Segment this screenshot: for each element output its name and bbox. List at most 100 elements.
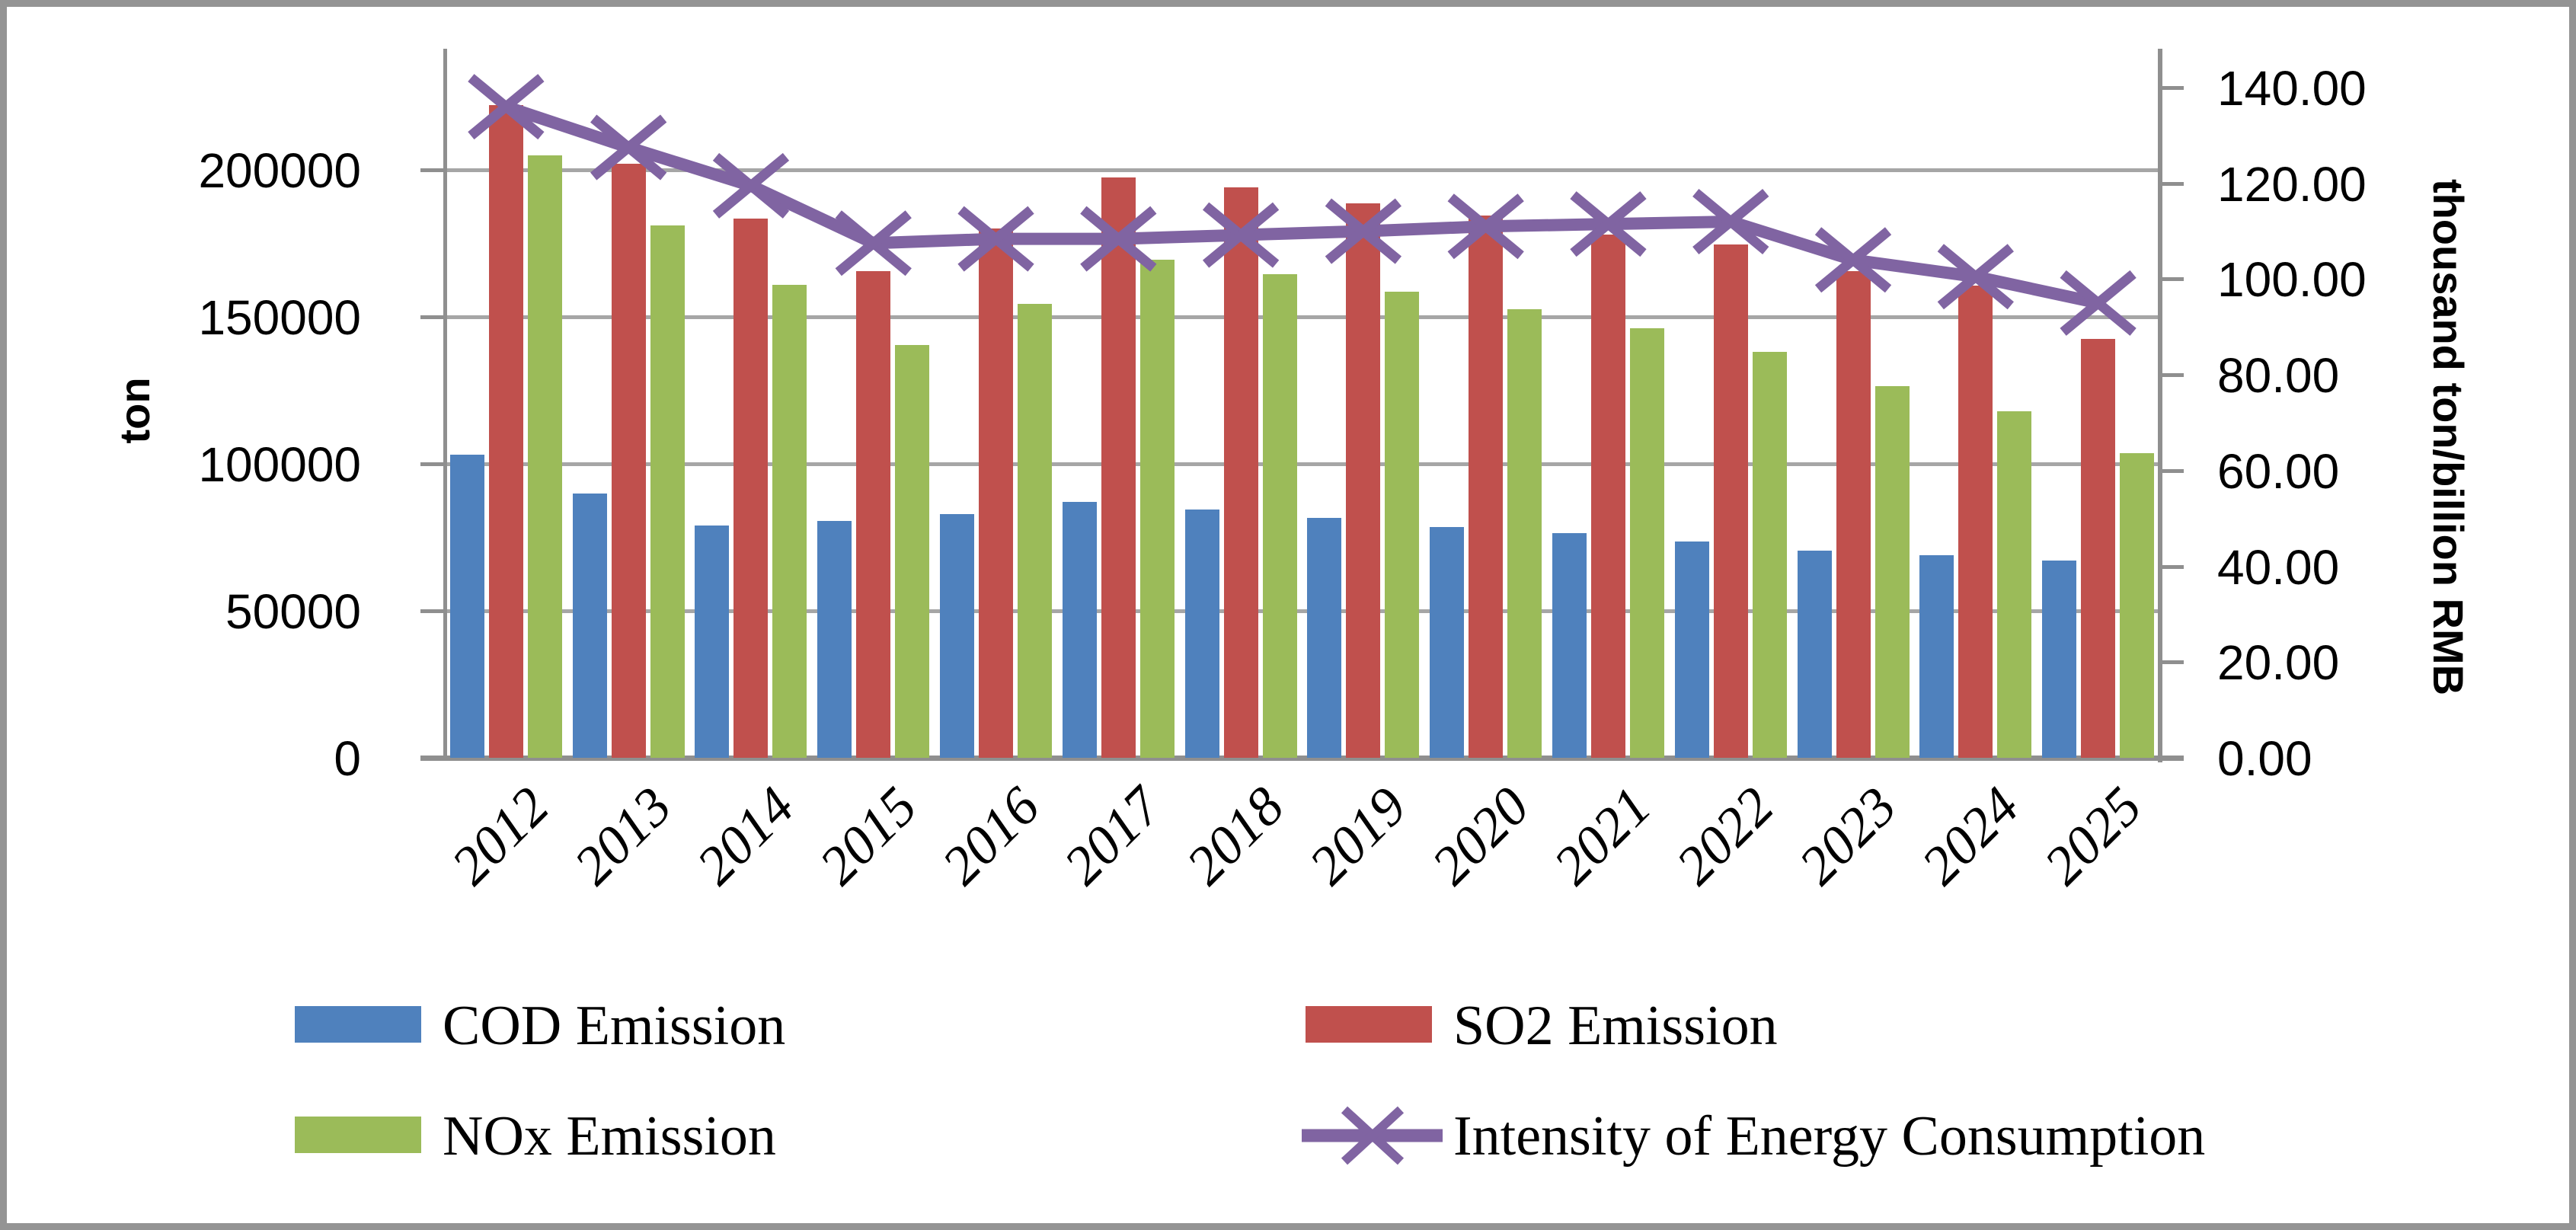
bar-nox-2024 [1997,411,2032,758]
right-axis-tick-label: 40.00 [2217,539,2340,595]
bar-nox-2019 [1385,292,1420,758]
legend-label-intensity: Intensity of Energy Consumption [1453,1105,2206,1168]
legend-swatch-cod [295,1006,421,1043]
right-axis-tick-label: 80.00 [2217,348,2340,404]
right-axis-tick [2159,373,2184,378]
bar-nox-2018 [1262,274,1297,758]
bar-cod-2019 [1307,518,1342,758]
x-marker-icon [712,152,790,219]
gridline [445,168,2159,172]
x-marker-icon [1325,198,1402,264]
bar-nox-2012 [527,155,562,758]
right-axis-tick [2159,468,2184,473]
x-marker-icon [835,210,912,276]
right-axis-tick [2159,86,2184,90]
right-axis-tick-label: 0.00 [2217,731,2312,786]
right-axis-tick-label: 20.00 [2217,635,2340,691]
bar-nox-2021 [1629,328,1664,758]
y-axis-left-line [443,49,447,758]
bar-cod-2024 [1919,554,1954,758]
bar-cod-2012 [449,455,484,758]
legend-swatch-so2 [1306,1006,1432,1043]
x-marker-icon [468,74,545,140]
x-marker-icon [1080,206,1157,272]
legend-label-so2: SO2 Emission [1453,995,1778,1057]
bar-nox-2022 [1752,352,1787,758]
bar-so2-2025 [2081,338,2116,758]
left-axis-tick-label: 150000 [198,290,361,345]
right-axis-tick-label: 120.00 [2217,156,2367,212]
left-axis-tick-label: 50000 [225,584,361,639]
x-marker-icon [1814,227,1892,293]
left-axis-tick [420,609,445,613]
gridline [445,609,2159,613]
right-axis-tick-label: 60.00 [2217,443,2340,499]
bar-so2-2020 [1469,215,1504,758]
bar-nox-2016 [1018,303,1053,758]
legend-label-cod: COD Emission [443,995,786,1057]
left-axis-tick [420,462,445,466]
bar-nox-2013 [650,225,685,758]
bar-cod-2025 [2042,561,2077,758]
bar-cod-2020 [1430,526,1465,758]
x-marker-icon [2060,270,2137,336]
legend-swatch-nox [295,1117,421,1153]
bar-so2-2022 [1713,244,1748,758]
x-marker-icon [1202,202,1280,268]
bar-so2-2016 [979,228,1014,758]
x-marker-icon [957,206,1034,272]
right-axis-tick [2159,181,2184,186]
bar-cod-2016 [940,513,975,758]
right-axis-tick-label: 100.00 [2217,252,2367,308]
bar-cod-2021 [1552,532,1587,758]
x-axis-line [420,756,2184,761]
right-axis-tick-label: 140.00 [2217,61,2367,116]
bar-cod-2013 [572,493,607,758]
right-axis-tick [2159,277,2184,282]
x-marker-icon [1447,193,1524,260]
legend-line-marker-icon [1302,1106,1443,1165]
intensity-line-layer [468,74,2137,336]
bar-cod-2015 [817,521,852,758]
left-axis-tick [420,315,445,319]
bar-cod-2023 [1797,550,1832,758]
bar-cod-2022 [1674,542,1709,758]
bar-so2-2012 [488,105,523,758]
x-marker-icon [1937,244,2014,310]
legend-label-nox: NOx Emission [443,1105,776,1168]
bar-nox-2017 [1139,259,1175,758]
x-marker-icon [590,114,667,181]
x-marker-icon [1570,191,1647,257]
gridline [445,462,2159,466]
bar-nox-2014 [772,284,807,758]
bar-nox-2025 [2120,453,2155,758]
left-axis-tick-label: 200000 [198,143,361,198]
left-axis-tick-label: 100000 [198,437,361,492]
bar-so2-2017 [1101,177,1136,758]
gridline [445,315,2159,319]
bar-so2-2018 [1223,187,1258,758]
bar-cod-2017 [1062,502,1097,758]
x-marker-icon [1692,188,1769,255]
right-axis-tick [2159,756,2184,760]
bar-so2-2019 [1346,203,1381,758]
bar-so2-2021 [1590,234,1625,758]
left-axis-tick [420,756,445,760]
right-axis-tick [2159,660,2184,665]
bar-so2-2023 [1836,271,1871,758]
y-axis-right-line [2158,49,2162,762]
bar-so2-2015 [856,271,891,758]
left-axis-tick [420,168,445,172]
bar-nox-2015 [895,344,930,758]
bar-cod-2018 [1184,509,1219,758]
bar-nox-2020 [1507,309,1542,758]
bar-cod-2014 [695,526,730,758]
bar-so2-2013 [611,164,646,758]
right-axis-tick [2159,564,2184,569]
left-axis-tick-label: 0 [334,731,361,786]
intensity-line [503,101,2100,309]
bar-so2-2014 [733,218,769,758]
bar-nox-2023 [1874,385,1910,758]
bar-so2-2024 [1958,286,1993,758]
